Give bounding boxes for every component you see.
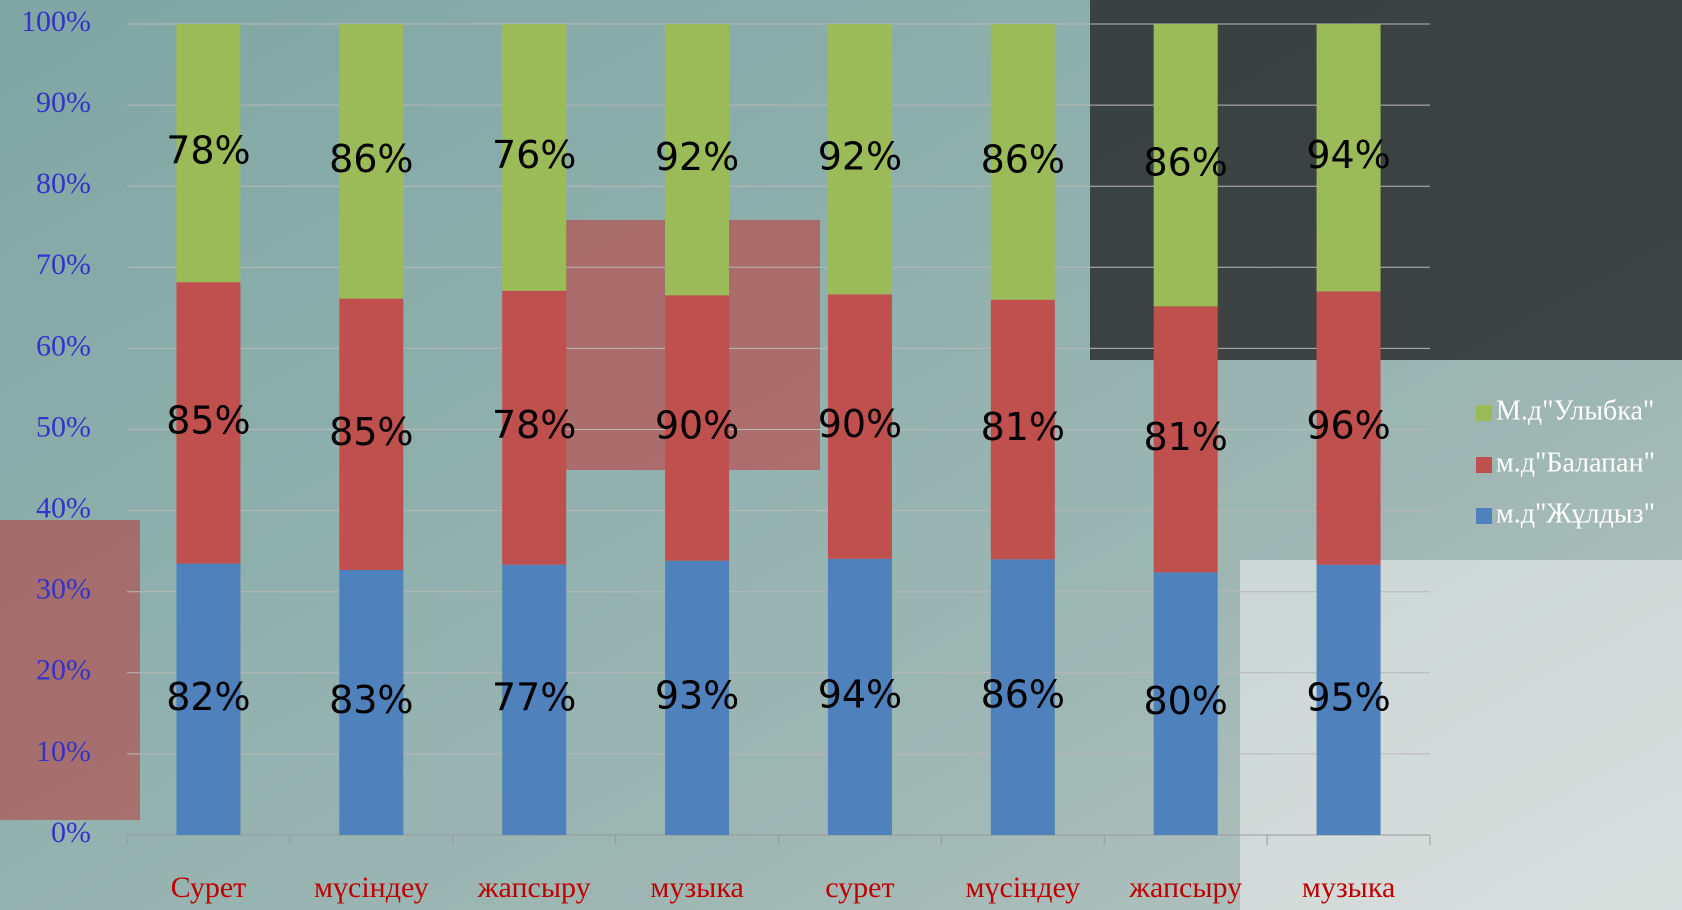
bar-segment — [990, 24, 1055, 300]
bar-segment — [502, 24, 567, 291]
bar-segment — [827, 294, 892, 559]
data-label: 90% — [655, 404, 739, 448]
y-tick-label: 40% — [36, 491, 91, 524]
bar-segment — [502, 290, 567, 565]
legend-swatch — [1476, 457, 1492, 473]
bar-segment — [990, 299, 1055, 560]
data-label: 81% — [981, 405, 1065, 449]
y-tick-label: 60% — [36, 329, 91, 362]
bar-segment — [339, 569, 404, 835]
background-shape — [1240, 560, 1682, 910]
data-label: 83% — [329, 678, 413, 722]
y-tick-label: 0% — [51, 816, 91, 849]
data-label: 85% — [166, 398, 250, 442]
y-tick-label: 20% — [36, 654, 91, 687]
data-label: 82% — [166, 675, 250, 719]
data-label: 81% — [1143, 415, 1227, 459]
background-shape — [0, 520, 140, 820]
bar-segment — [1316, 564, 1381, 835]
bar-segment — [1316, 291, 1381, 565]
bar-segment — [665, 295, 730, 561]
data-label: 86% — [981, 137, 1065, 181]
y-tick-label: 10% — [36, 735, 91, 768]
data-label: 78% — [492, 403, 576, 447]
x-tick-label: жапсыру — [1128, 871, 1242, 904]
bar-segment — [665, 560, 730, 835]
x-tick-label: жапсыру — [477, 871, 591, 904]
x-tick-label: сурет — [825, 871, 894, 904]
data-label: 78% — [166, 129, 250, 173]
bar-segment — [1316, 24, 1381, 292]
data-label: 90% — [818, 402, 902, 446]
bar-segment — [1153, 572, 1218, 835]
bar-segment — [1153, 306, 1218, 573]
y-tick-label: 50% — [36, 410, 91, 443]
legend-swatch — [1476, 405, 1492, 421]
y-tick-label: 30% — [36, 573, 91, 606]
data-label: 76% — [492, 133, 576, 177]
legend-swatch — [1476, 508, 1492, 524]
data-label: 85% — [329, 410, 413, 454]
legend-label: м.д"Жұлдыз" — [1496, 498, 1655, 529]
data-label: 96% — [1306, 404, 1390, 448]
y-tick-label: 90% — [36, 86, 91, 119]
data-label: 80% — [1143, 679, 1227, 723]
x-tick-label: мүсіндеу — [966, 871, 1081, 904]
data-label: 86% — [981, 673, 1065, 717]
legend-label: м.д"Балапан" — [1496, 447, 1655, 478]
data-label: 86% — [329, 137, 413, 181]
x-tick-label: мүсіндеу — [314, 871, 429, 904]
data-label: 86% — [1143, 141, 1227, 185]
x-tick-label: музыка — [1302, 871, 1395, 904]
x-tick-label: музыка — [650, 871, 743, 904]
data-label: 93% — [655, 673, 739, 717]
bar-segment — [339, 298, 404, 570]
bar-segment — [990, 559, 1055, 835]
data-label: 92% — [655, 135, 739, 179]
bar-segment — [502, 564, 567, 835]
bar-segment — [1153, 24, 1218, 307]
bar-segment — [827, 24, 892, 295]
bar-segment — [176, 563, 241, 835]
bar-segment — [339, 24, 404, 299]
bar-segment — [827, 558, 892, 835]
data-label: 77% — [492, 675, 576, 719]
bar-segment — [176, 24, 241, 283]
y-tick-label: 80% — [36, 167, 91, 200]
x-tick-label: Сурет — [171, 871, 247, 904]
data-label: 94% — [1306, 133, 1390, 177]
legend-label: М.д"Улыбка" — [1496, 395, 1654, 426]
data-label: 95% — [1306, 675, 1390, 719]
bar-segment — [176, 282, 241, 564]
y-tick-label: 100% — [21, 5, 91, 38]
y-tick-label: 70% — [36, 248, 91, 281]
data-label: 94% — [818, 672, 902, 716]
data-label: 92% — [818, 135, 902, 179]
bar-segment — [665, 24, 730, 296]
